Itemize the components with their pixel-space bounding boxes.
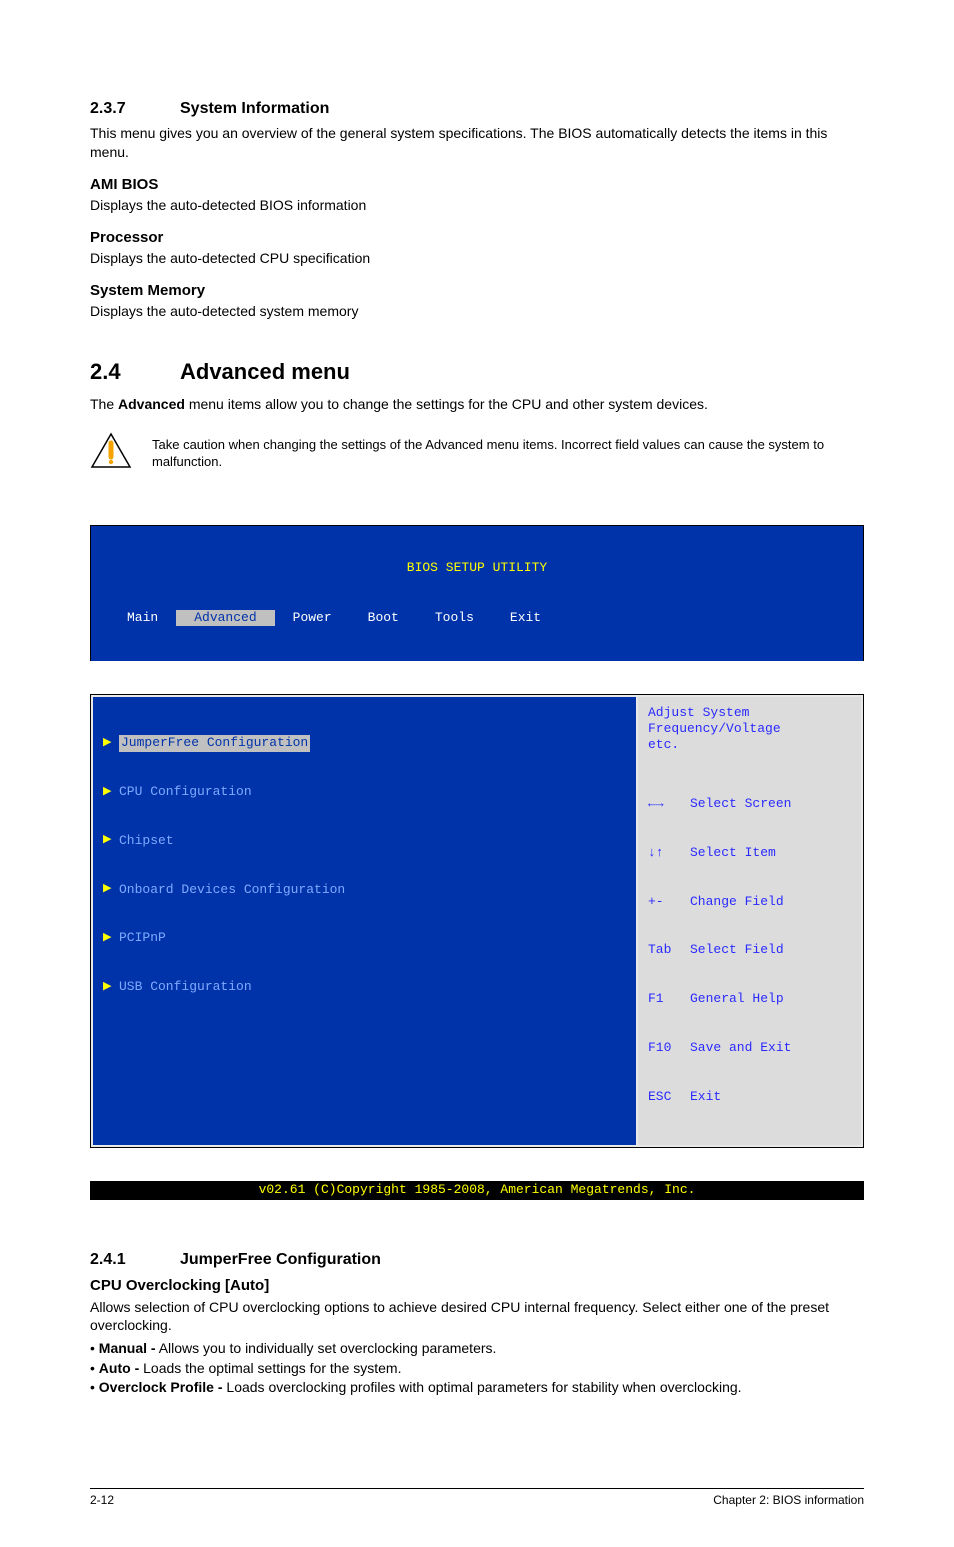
bios-key-row: F1General Help <box>648 991 851 1007</box>
caution-callout: Take caution when changing the settings … <box>90 432 864 471</box>
bios-title: BIOS SETUP UTILITY <box>91 560 863 577</box>
section-2-4-title: Advanced menu <box>180 359 350 384</box>
bios-item-chipset[interactable]: ▶Chipset <box>103 833 626 849</box>
bios-footer: v02.61 (C)Copyright 1985-2008, American … <box>90 1181 864 1200</box>
section-2-3-7-number: 2.3.7 <box>90 100 180 118</box>
triangle-right-icon: ▶ <box>103 787 113 798</box>
bios-left-panel: ▶JumperFree Configuration ▶CPU Configura… <box>91 695 638 1148</box>
processor-text: Displays the auto-detected CPU specifica… <box>90 250 864 266</box>
triangle-right-icon: ▶ <box>103 738 113 749</box>
triangle-right-icon: ▶ <box>103 835 113 846</box>
bios-key-row: ←→Select Screen <box>648 796 851 812</box>
bios-titlebar: BIOS SETUP UTILITY Main Advanced Power B… <box>90 525 864 661</box>
section-2-4-heading: 2.4Advanced menu <box>90 359 864 385</box>
cpu-overclocking-heading: CPU Overclocking [Auto] <box>90 1277 864 1294</box>
bios-right-panel: Adjust System Frequency/Voltage etc. ←→S… <box>638 695 863 1148</box>
chapter-label: Chapter 2: BIOS information <box>713 1493 864 1507</box>
bios-key-row: ESCExit <box>648 1089 851 1105</box>
triangle-right-icon: ▶ <box>103 884 113 895</box>
processor-heading: Processor <box>90 229 864 246</box>
bullet-overclock-profile: • Overclock Profile - Loads overclocking… <box>90 1378 864 1398</box>
bios-tab-advanced[interactable]: Advanced <box>176 610 274 626</box>
bios-tab-tools[interactable]: Tools <box>417 610 492 626</box>
page-number: 2-12 <box>90 1493 114 1507</box>
bios-help-text: Adjust System Frequency/Voltage etc. <box>648 705 851 754</box>
bios-key-row: TabSelect Field <box>648 942 851 958</box>
bios-item-onboard[interactable]: ▶Onboard Devices Configuration <box>103 882 626 898</box>
caution-text: Take caution when changing the settings … <box>152 432 864 471</box>
bios-item-jumperfree[interactable]: ▶JumperFree Configuration <box>103 735 626 751</box>
section-2-3-7-intro: This menu gives you an overview of the g… <box>90 124 864 162</box>
section-2-3-7-heading: 2.3.7System Information <box>90 100 864 118</box>
section-2-4-1-number: 2.4.1 <box>90 1251 180 1269</box>
bios-tabs: Main Advanced Power Boot Tools Exit <box>91 610 863 628</box>
caution-icon <box>90 432 132 470</box>
section-2-4-1-title: JumperFree Configuration <box>180 1251 381 1268</box>
triangle-right-icon: ▶ <box>103 982 113 993</box>
bios-help-keys: ←→Select Screen ↓↑Select Item +-Change F… <box>648 764 851 1138</box>
bios-tab-main[interactable]: Main <box>109 610 176 626</box>
bullet-manual: • Manual - Allows you to individually se… <box>90 1339 864 1359</box>
bios-item-cpu[interactable]: ▶CPU Configuration <box>103 784 626 800</box>
triangle-right-icon: ▶ <box>103 933 113 944</box>
sysmem-text: Displays the auto-detected system memory <box>90 303 864 319</box>
bullet-auto: • Auto - Loads the optimal settings for … <box>90 1359 864 1379</box>
bios-key-row: ↓↑Select Item <box>648 845 851 861</box>
bios-tab-boot[interactable]: Boot <box>350 610 417 626</box>
bios-item-pcipnp[interactable]: ▶PCIPnP <box>103 930 626 946</box>
amibios-text: Displays the auto-detected BIOS informat… <box>90 197 864 213</box>
bios-key-row: +-Change Field <box>648 894 851 910</box>
section-2-3-7-title: System Information <box>180 100 329 117</box>
sysmem-heading: System Memory <box>90 282 864 299</box>
bios-item-usb[interactable]: ▶USB Configuration <box>103 979 626 995</box>
section-2-4-number: 2.4 <box>90 359 180 385</box>
amibios-heading: AMI BIOS <box>90 176 864 193</box>
bios-screenshot: BIOS SETUP UTILITY Main Advanced Power B… <box>90 493 864 1233</box>
page-footer: 2-12 Chapter 2: BIOS information <box>90 1488 864 1507</box>
bios-tab-exit[interactable]: Exit <box>492 610 559 626</box>
cpu-overclocking-text: Allows selection of CPU overclocking opt… <box>90 1298 864 1336</box>
bios-tab-power[interactable]: Power <box>275 610 350 626</box>
section-2-4-1-heading: 2.4.1JumperFree Configuration <box>90 1251 864 1269</box>
section-2-4-intro: The Advanced menu items allow you to cha… <box>90 395 864 414</box>
bios-key-row: F10Save and Exit <box>648 1040 851 1056</box>
